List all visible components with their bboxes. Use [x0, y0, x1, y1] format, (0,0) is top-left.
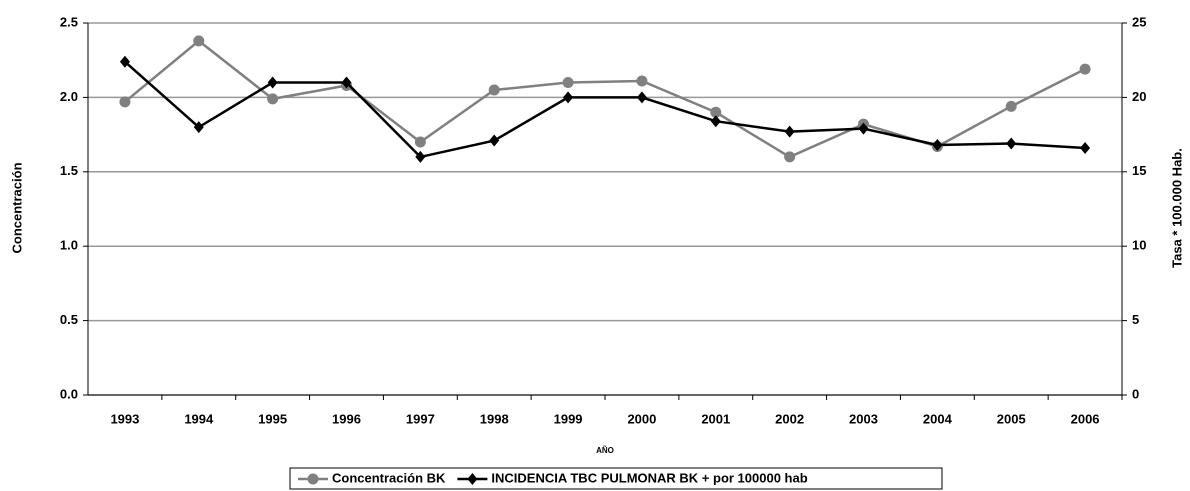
x-tick-label: 1995: [258, 411, 287, 426]
legend-label: Concentración BK: [332, 470, 446, 485]
x-axis-label: AÑO: [596, 446, 614, 455]
x-tick-label: 2004: [923, 411, 953, 426]
y2-axis-label: Tasa * 100.000 Hab.: [1169, 148, 1184, 268]
data-point: [267, 76, 278, 89]
x-tick-label: 2005: [997, 411, 1026, 426]
data-point: [489, 134, 500, 147]
x-tick-label: 1996: [332, 411, 361, 426]
data-point: [563, 91, 574, 104]
x-tick-label: 1999: [554, 411, 583, 426]
x-tick-label: 1993: [110, 411, 139, 426]
x-tick-label: 2002: [775, 411, 804, 426]
y2-tick-label: 0: [1132, 386, 1139, 401]
data-point: [414, 136, 426, 148]
data-point: [710, 106, 722, 118]
x-tick-label: 2003: [849, 411, 878, 426]
data-point: [1005, 100, 1017, 112]
x-tick-label: 2006: [1071, 411, 1100, 426]
y-tick-label: 1.5: [60, 163, 78, 178]
data-point: [193, 121, 204, 134]
data-point: [1079, 63, 1091, 75]
y2-tick-label: 5: [1132, 312, 1139, 327]
data-point: [784, 151, 796, 163]
y-tick-label: 1.0: [60, 238, 78, 253]
data-point: [1080, 141, 1091, 154]
legend-label: INCIDENCIA TBC PULMONAR BK + por 100000 …: [491, 470, 807, 485]
legend-marker: [307, 473, 319, 485]
data-point: [562, 77, 574, 89]
x-tick-label: 2000: [627, 411, 656, 426]
data-point: [119, 96, 131, 108]
x-tick-label: 1994: [184, 411, 214, 426]
x-tick-label: 1998: [480, 411, 509, 426]
data-point: [1006, 137, 1017, 150]
legend-marker: [467, 473, 478, 485]
y2-tick-label: 15: [1132, 163, 1146, 178]
data-point: [636, 75, 648, 87]
data-point: [636, 91, 647, 104]
y2-tick-label: 20: [1132, 89, 1146, 104]
data-point: [784, 125, 795, 138]
y2-tick-label: 25: [1132, 14, 1146, 29]
y-tick-label: 0.0: [60, 386, 78, 401]
y2-tick-label: 10: [1132, 238, 1146, 253]
data-point: [710, 115, 721, 128]
data-point: [267, 93, 279, 105]
y-tick-label: 2.5: [60, 14, 78, 29]
y-tick-label: 2.0: [60, 89, 78, 104]
y-tick-label: 0.5: [60, 312, 78, 327]
data-point: [193, 35, 205, 47]
x-tick-label: 1997: [406, 411, 435, 426]
data-point: [415, 150, 426, 163]
data-point: [932, 139, 943, 152]
y-axis-label: Concentración: [9, 162, 24, 253]
data-point: [341, 76, 352, 89]
data-point: [488, 84, 500, 96]
x-tick-label: 2001: [701, 411, 730, 426]
legend-box: [289, 467, 943, 490]
series-line: [124, 60, 1086, 159]
data-point: [858, 122, 869, 135]
data-point: [119, 55, 130, 68]
